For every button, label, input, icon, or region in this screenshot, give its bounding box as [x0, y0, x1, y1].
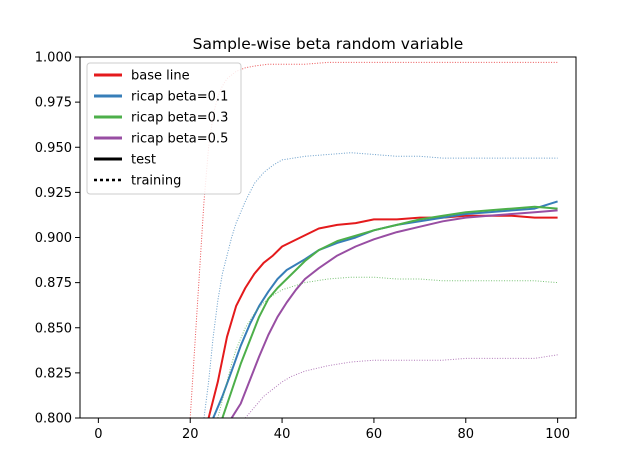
- series-layer: [189, 61, 558, 418]
- legend-label: training: [131, 174, 181, 189]
- legend: base line ricap beta=0.1 ricap beta=0.3 ric…: [86, 62, 242, 195]
- test-line-0: [207, 214, 558, 418]
- legend-label: ricap beta=0.1: [131, 90, 228, 105]
- training-line-4: [189, 61, 558, 418]
- x-tick-label: 0: [94, 427, 102, 442]
- y-axis: 0.800 0.825 0.850 0.875 0.900 0.925 0.950 0.975…: [35, 51, 80, 427]
- x-tick-label: 100: [545, 427, 570, 442]
- legend-label: ricap beta=0.5: [131, 132, 228, 147]
- training-line-5: [203, 152, 558, 418]
- legend-label: base line: [131, 69, 190, 84]
- y-tick-label: 0.800: [35, 412, 72, 427]
- y-tick-label: 1.000: [35, 51, 72, 66]
- y-tick-label: 0.850: [35, 321, 72, 336]
- legend-box: [86, 62, 242, 195]
- x-axis: 0 20 40 60 80 100: [94, 418, 570, 442]
- y-tick-label: 0.950: [35, 141, 72, 156]
- y-tick-label: 0.925: [35, 186, 72, 201]
- legend-label: ricap beta=0.3: [131, 111, 228, 126]
- test-line-2: [221, 205, 558, 418]
- x-tick-label: 40: [274, 427, 291, 442]
- legend-label: test: [131, 153, 156, 168]
- x-tick-label: 60: [366, 427, 383, 442]
- x-tick-label: 80: [458, 427, 475, 442]
- y-tick-label: 0.975: [35, 96, 72, 111]
- training-line-7: [244, 354, 558, 418]
- test-line-1: [212, 200, 558, 418]
- chart-title: Sample-wise beta random variable: [193, 35, 464, 53]
- y-tick-label: 0.825: [35, 366, 72, 381]
- y-tick-label: 0.875: [35, 276, 72, 291]
- y-tick-label: 0.900: [35, 231, 72, 246]
- test-line-3: [230, 209, 558, 418]
- x-tick-label: 20: [182, 427, 199, 442]
